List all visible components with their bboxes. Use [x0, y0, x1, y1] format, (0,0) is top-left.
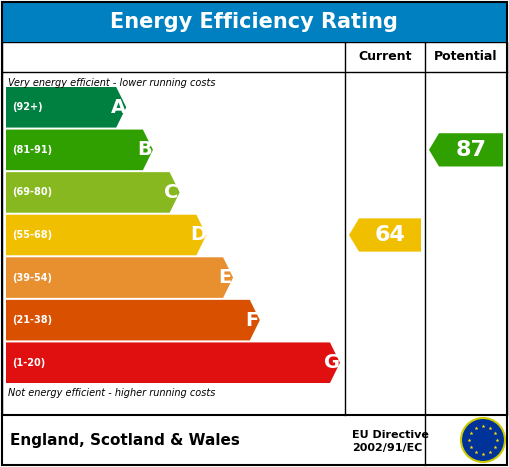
Polygon shape — [6, 215, 206, 255]
Text: F: F — [245, 311, 259, 330]
Text: Very energy efficient - lower running costs: Very energy efficient - lower running co… — [8, 78, 215, 88]
Text: EU Directive: EU Directive — [352, 430, 429, 440]
Text: Current: Current — [358, 50, 412, 64]
Text: England, Scotland & Wales: England, Scotland & Wales — [10, 432, 240, 447]
Polygon shape — [349, 219, 421, 252]
Text: C: C — [164, 183, 179, 202]
Text: Not energy efficient - higher running costs: Not energy efficient - higher running co… — [8, 388, 215, 398]
Polygon shape — [6, 300, 260, 340]
Text: B: B — [137, 141, 152, 159]
Text: (81-91): (81-91) — [12, 145, 52, 155]
Text: Energy Efficiency Rating: Energy Efficiency Rating — [110, 12, 398, 32]
Polygon shape — [6, 257, 233, 298]
Polygon shape — [6, 172, 180, 212]
Circle shape — [461, 418, 505, 462]
Text: (55-68): (55-68) — [12, 230, 52, 240]
Text: 2002/91/EC: 2002/91/EC — [352, 443, 422, 453]
Text: (1-20): (1-20) — [12, 358, 45, 368]
Text: 64: 64 — [375, 225, 406, 245]
Polygon shape — [429, 133, 503, 167]
Text: 87: 87 — [456, 140, 487, 160]
Text: Potential: Potential — [434, 50, 498, 64]
Bar — [2, 42, 507, 72]
Text: G: G — [324, 353, 340, 372]
Bar — [2, 2, 507, 42]
Text: D: D — [190, 226, 207, 245]
Polygon shape — [6, 87, 126, 127]
Polygon shape — [6, 342, 340, 383]
Bar — [2, 42, 507, 415]
Text: (92+): (92+) — [12, 102, 43, 112]
Polygon shape — [6, 129, 153, 170]
Text: E: E — [218, 268, 232, 287]
Text: (39-54): (39-54) — [12, 273, 52, 283]
Text: (21-38): (21-38) — [12, 315, 52, 325]
Bar — [2, 415, 507, 465]
Text: A: A — [110, 98, 126, 117]
Text: (69-80): (69-80) — [12, 187, 52, 198]
